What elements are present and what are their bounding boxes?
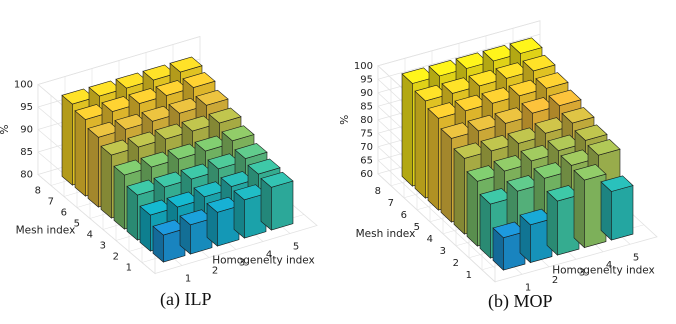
z-tick-label: 90 <box>360 88 373 99</box>
y-axis-label: Mesh index <box>16 225 76 237</box>
caption-mop: (b) MOP <box>488 291 553 312</box>
z-tick-label: 80 <box>20 170 33 181</box>
x-tick-label: 4 <box>606 260 612 271</box>
y-tick-label: 5 <box>414 222 420 233</box>
z-tick-label: 75 <box>360 128 373 139</box>
z-tick-label: 90 <box>20 125 33 136</box>
y-tick-label: 7 <box>388 198 394 209</box>
z-tick-label: 100 <box>14 80 33 91</box>
x-tick-label: 1 <box>185 274 191 285</box>
x-axis-label: Homogeneity index <box>552 265 655 277</box>
z-tick-label: 85 <box>20 147 33 158</box>
x-axis: 1 2 3 4 5 Homogeneity index <box>525 252 655 293</box>
z-axis: 80 85 90 95 100% <box>0 80 33 181</box>
bar <box>152 219 186 263</box>
y-tick-label: 6 <box>61 208 67 219</box>
bar <box>600 175 634 241</box>
bar <box>573 164 607 249</box>
x-tick-label: 5 <box>293 242 299 253</box>
bar <box>546 185 580 256</box>
x-tick-label: 5 <box>633 252 639 263</box>
z-axis-label: % <box>339 115 351 125</box>
z-tick-label: 95 <box>20 102 33 113</box>
x-axis: 1 2 3 4 5 Homogeneity index <box>185 242 315 285</box>
z-tick-label: 85 <box>360 101 373 112</box>
z-tick-label: 60 <box>360 169 373 180</box>
bar <box>179 209 213 255</box>
z-axis-label: % <box>0 124 11 134</box>
x-tick-label: 2 <box>552 275 558 286</box>
x-tick-label: 3 <box>579 267 585 278</box>
y-tick-label: 2 <box>113 252 119 263</box>
z-tick-label: 65 <box>360 155 373 166</box>
y-tick-label: 6 <box>401 210 407 221</box>
x-tick-label: 1 <box>525 282 531 293</box>
y-tick-label: 4 <box>87 230 93 241</box>
z-tick-label: 70 <box>360 142 373 153</box>
bars <box>401 37 634 271</box>
y-tick-label: 8 <box>35 186 41 197</box>
y-tick-label: 3 <box>100 241 106 252</box>
bar <box>492 221 526 271</box>
x-tick-label: 3 <box>239 258 245 269</box>
bar <box>519 208 553 264</box>
x-tick-label: 2 <box>212 266 218 277</box>
bars <box>61 56 294 263</box>
y-tick-label: 7 <box>48 197 54 208</box>
z-tick-label: 95 <box>360 74 373 85</box>
z-axis: 60 65 70 75 80 85 90 95 100% <box>339 61 373 180</box>
z-tick-label: 80 <box>360 115 373 126</box>
y-tick-label: 1 <box>466 270 472 281</box>
z-tick-label: 100 <box>354 61 373 72</box>
y-tick-label: 2 <box>453 258 459 269</box>
y-tick-label: 3 <box>440 246 446 257</box>
bar <box>260 171 294 231</box>
x-tick-label: 4 <box>266 250 272 261</box>
y-tick-label: 1 <box>126 263 132 274</box>
y-axis-label: Mesh index <box>356 228 416 240</box>
caption-ilp: (a) ILP <box>160 289 211 310</box>
y-tick-label: 5 <box>74 219 80 230</box>
y-tick-label: 4 <box>427 234 433 245</box>
y-tick-label: 8 <box>375 186 381 197</box>
x-axis-label: Homogeneity index <box>212 255 315 267</box>
